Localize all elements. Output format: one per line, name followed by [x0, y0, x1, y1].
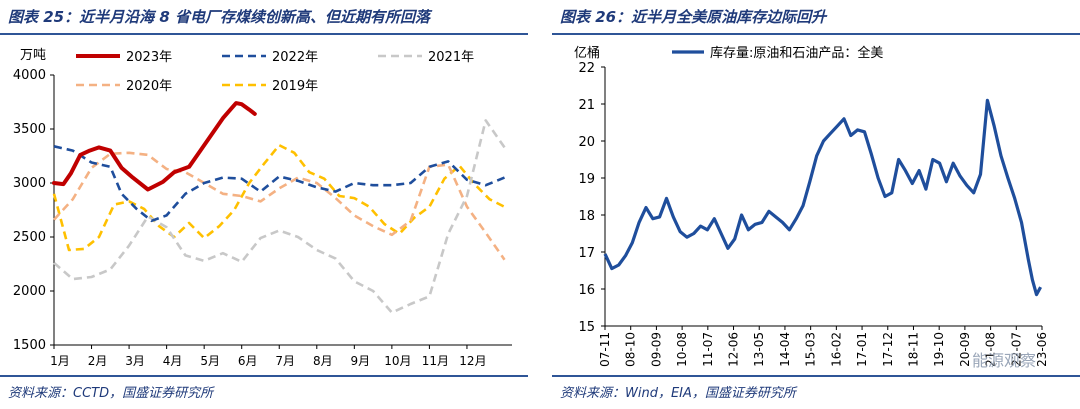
right-x-tick-label: 13-05	[752, 332, 766, 367]
right-y-axis-label: 亿桶	[574, 46, 600, 61]
right-y-tick-label: 15	[578, 320, 595, 335]
right-legend-label: 库存量:原油和石油产品：全美	[710, 45, 883, 61]
right-source-rule	[552, 375, 1080, 377]
right-y-tick-label: 16	[578, 283, 595, 298]
left-y-tick-label: 3000	[13, 176, 46, 191]
left-x-tick-label: 10月	[384, 354, 411, 368]
left-y-tick-label: 2500	[13, 230, 46, 245]
left-series-line-2023年	[52, 101, 257, 192]
left-x-tick-label: 2月	[88, 354, 108, 368]
right-y-tick-label: 22	[578, 61, 595, 76]
left-y-tick-label: 4000	[13, 68, 46, 83]
left-x-tick-label: 1月	[50, 354, 70, 368]
left-x-tick-label: 6月	[238, 354, 258, 368]
right-line-chart: 亿桶 15 16 17 18 19 20 21 22 07-11 08-10 09-09 10-08 11…	[574, 45, 1049, 367]
right-y-tick-label: 17	[578, 246, 595, 261]
left-legend-label: 2021年	[428, 50, 474, 65]
left-x-tick-label: 5月	[200, 354, 220, 368]
right-x-tick-label: 21-08	[984, 332, 998, 367]
left-legend-label: 2023年	[126, 50, 172, 65]
left-x-tick-label: 3月	[125, 354, 145, 368]
right-title-rule	[552, 33, 1080, 35]
right-series-line	[603, 98, 1043, 297]
right-x-tick-label: 09-09	[649, 332, 663, 367]
right-x-tick-label: 17-12	[881, 332, 895, 367]
left-line-chart: 万吨 1500 2000 2500 3000 3500 4000 1月 2月 3月 4月 5月 6月 7月…	[13, 48, 512, 368]
right-chart-source: 资料来源：Wind，EIA，国盛证券研究所	[560, 386, 796, 401]
left-x-tick-label: 12月	[459, 354, 486, 368]
left-title-rule	[0, 33, 528, 35]
right-chart-title: 图表 26：近半月全美原油库存边际回升	[560, 8, 827, 26]
right-x-tick-label: 10-08	[675, 332, 689, 367]
watermark-text: 能源观察	[971, 351, 1036, 370]
left-chart-source: 资料来源：CCTD，国盛证券研究所	[8, 386, 214, 401]
right-y-tick-label: 18	[578, 209, 595, 224]
left-source-rule	[0, 375, 528, 377]
left-x-tick-label: 8月	[313, 354, 333, 368]
left-legend-label: 2019年	[272, 79, 318, 94]
right-x-tick-label: 14-04	[778, 332, 792, 367]
left-x-tick-label: 9月	[351, 354, 371, 368]
right-x-tick-label: 07-11	[598, 332, 612, 367]
left-series-line-2022年	[53, 145, 505, 223]
left-legend-label: 2020年	[126, 79, 172, 94]
right-y-tick-label: 19	[578, 172, 595, 187]
right-y-tick-label: 21	[578, 98, 595, 113]
panel-right-chart: 图表 26：近半月全美原油库存边际回升 亿桶 15 16 17 18 19 20 21 22 07…	[552, 0, 1080, 409]
left-series-line-2021年	[53, 119, 506, 314]
left-y-tick-label: 3500	[13, 122, 46, 137]
right-x-tick-label: 22-07	[1009, 332, 1023, 367]
left-x-tick-label: 4月	[163, 354, 183, 368]
right-x-tick-label: 19-10	[932, 332, 946, 367]
right-x-tick-label: 12-06	[727, 332, 741, 367]
right-x-tick-label: 18-11	[907, 332, 921, 367]
left-x-tick-label: 11月	[422, 354, 449, 368]
left-series-line-2019年	[52, 143, 506, 252]
left-y-tick-label: 2000	[13, 284, 46, 299]
left-y-axis-label: 万吨	[20, 48, 46, 63]
right-x-tick-label: 08-10	[624, 332, 638, 367]
right-x-tick-label: 17-01	[855, 332, 869, 367]
left-legend-label: 2022年	[272, 50, 318, 65]
panel-left-chart: 图表 25：近半月沿海 8 省电厂存煤续创新高、但近期有所回落 万吨 1500 20…	[0, 0, 528, 409]
right-x-tick-label: 11-07	[701, 332, 715, 367]
left-y-tick-label: 1500	[13, 338, 46, 353]
left-x-tick-label: 7月	[275, 354, 295, 368]
right-x-tick-label: 23-06	[1035, 332, 1049, 367]
right-x-tick-label: 15-03	[804, 332, 818, 367]
right-y-tick-label: 20	[578, 135, 595, 150]
right-x-tick-label: 20-09	[958, 332, 972, 367]
left-chart-title: 图表 25：近半月沿海 8 省电厂存煤续创新高、但近期有所回落	[8, 8, 430, 26]
right-x-tick-label: 16-02	[829, 332, 843, 367]
